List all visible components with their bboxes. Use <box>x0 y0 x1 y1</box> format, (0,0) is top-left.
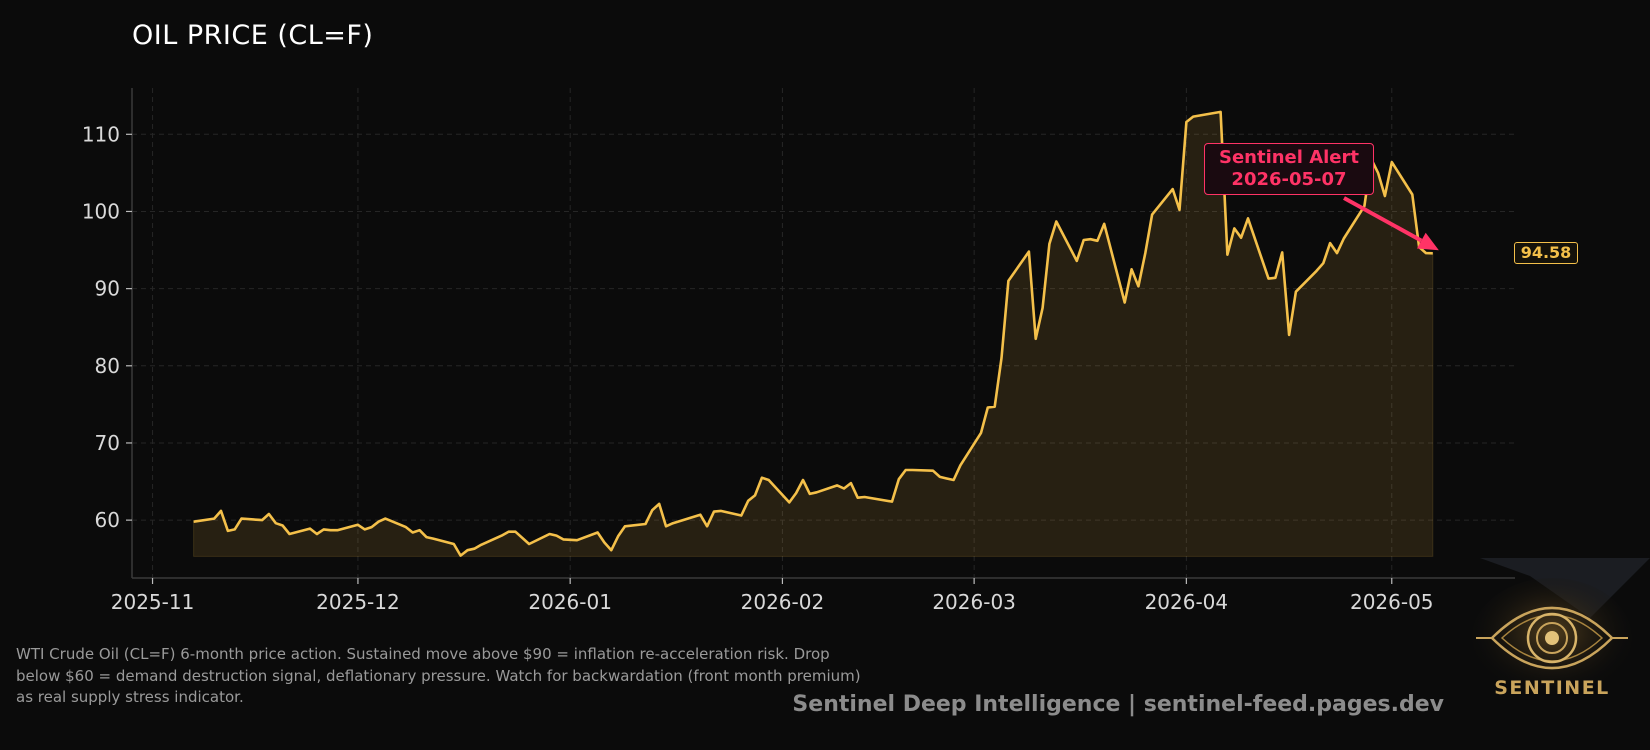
x-tick-label: 2025-11 <box>111 590 195 614</box>
y-tick-label: 60 <box>95 508 120 532</box>
alert-title: Sentinel Alert <box>1218 147 1359 168</box>
x-tick-label: 2026-01 <box>528 590 612 614</box>
x-tick-label: 2025-12 <box>316 590 400 614</box>
price-line <box>193 110 1433 557</box>
brand-footer: Sentinel Deep Intelligence | sentinel-fe… <box>792 692 1444 717</box>
x-tick-label: 2026-03 <box>932 590 1016 614</box>
logo-wordmark: SENTINEL <box>1494 677 1610 699</box>
y-tick-label: 110 <box>82 122 120 146</box>
y-tick-label: 100 <box>82 199 120 223</box>
alert-date: 2026-05-07 <box>1231 169 1347 190</box>
chart-description: WTI Crude Oil (CL=F) 6-month price actio… <box>16 645 861 706</box>
last-price-badge: 94.58 <box>1514 242 1578 264</box>
y-tick-label: 90 <box>95 277 120 301</box>
sentinel-alert-annotation: Sentinel Alert 2026-05-07 <box>1204 143 1374 195</box>
alert-arrow-line <box>1343 196 1423 243</box>
alert-arrow <box>1343 196 1439 251</box>
y-tick-label: 80 <box>95 354 120 378</box>
y-axis-ticks: 60 70 80 90 100 110 <box>82 122 132 532</box>
chart-title: OIL PRICE (CL=F) <box>132 20 374 51</box>
alert-arrow-head <box>1416 232 1439 251</box>
x-tick-label: 2026-02 <box>741 590 825 614</box>
y-tick-label: 70 <box>95 431 120 455</box>
eye-icon <box>1472 558 1650 698</box>
axes <box>131 88 1515 579</box>
x-tick-label: 2026-04 <box>1145 590 1229 614</box>
x-tick-label: 2026-05 <box>1350 590 1434 614</box>
x-axis-ticks: 2025-11 2025-12 2026-01 2026-02 2026-03 2026-… <box>111 578 1434 614</box>
